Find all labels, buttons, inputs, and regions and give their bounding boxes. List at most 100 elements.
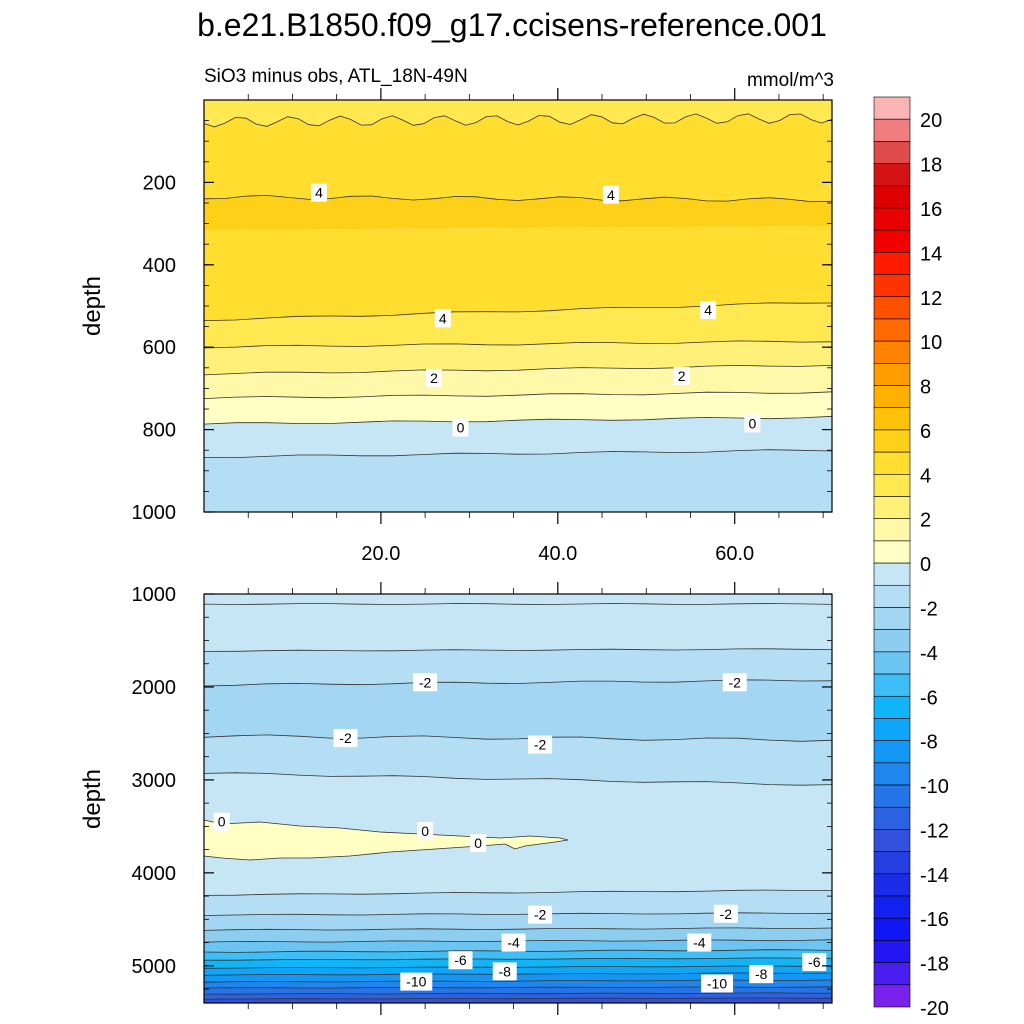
contour-label-box	[492, 962, 517, 981]
contour-label: 2	[430, 370, 438, 386]
colorbar-box	[873, 407, 911, 431]
contour-line	[203, 927, 833, 931]
x-tick-label: 40.0	[538, 543, 577, 565]
contour-band	[204, 594, 832, 605]
colorbar-box	[873, 784, 911, 808]
contour-label: -2	[728, 674, 741, 690]
contour-band	[204, 949, 832, 961]
contour-line	[203, 603, 833, 605]
colorbar-box	[873, 851, 911, 875]
colorbar-box	[873, 940, 911, 963]
contour-band	[204, 302, 832, 348]
colorbar-box	[873, 740, 911, 764]
y-axis-label-lower: depth	[79, 769, 106, 829]
contour-label: -2	[534, 737, 547, 753]
contour-label: -10	[707, 975, 727, 991]
contour-line	[203, 449, 833, 459]
contour-line	[203, 364, 833, 376]
colorbar-label: 14	[920, 243, 942, 265]
chart-title: b.e21.B1850.f09_g17.ccisens-reference.00…	[197, 7, 827, 43]
contour-label-box	[602, 185, 619, 204]
contour-label-box	[749, 965, 774, 984]
colorbar-box	[873, 385, 911, 409]
contour-line	[203, 648, 833, 652]
colorbar-box	[873, 363, 911, 386]
contour-band	[204, 113, 832, 202]
contour-line	[203, 734, 833, 742]
colorbar-box	[873, 895, 911, 919]
x-tick-label: 20.0	[361, 543, 400, 565]
contour-label: -8	[499, 963, 512, 979]
colorbar-label: 20	[920, 110, 942, 132]
contour-label: -10	[406, 974, 426, 990]
contour-line	[203, 997, 832, 1000]
contour-line	[203, 889, 832, 896]
y-tick-label: 5000	[132, 956, 177, 978]
contour-label: -2	[720, 906, 733, 922]
colorbar-label: -4	[920, 643, 938, 665]
colorbar-label: -20	[920, 998, 949, 1020]
contour-label-box	[673, 367, 690, 386]
subtitle-left: SiO3 minus obs, ATL_18N-49N	[204, 66, 468, 87]
colorbar-box	[873, 917, 911, 941]
colorbar-label: -10	[920, 776, 949, 798]
contour-label-box	[528, 735, 553, 754]
colorbar-box	[873, 873, 911, 897]
colorbar-box	[873, 584, 911, 608]
subtitle-right: mmol/m^3	[747, 70, 834, 91]
colorbar-box	[873, 96, 911, 120]
contour-label-box	[333, 729, 358, 748]
y-tick-label: 3000	[132, 770, 177, 792]
contour-label: -8	[755, 966, 768, 982]
colorbar-label: -18	[920, 954, 949, 976]
colorbar-box	[873, 118, 911, 142]
colorbar-box	[873, 562, 911, 586]
colorbar-box	[873, 518, 911, 542]
contour-label: -4	[693, 935, 706, 951]
contour-label: 4	[607, 187, 615, 203]
colorbar-label: 2	[920, 510, 931, 532]
colorbar-box	[873, 340, 911, 364]
contour-band	[204, 449, 832, 512]
x-tick-label: 60.0	[715, 543, 754, 565]
contour-label: 4	[704, 302, 712, 318]
colorbar-label: 8	[920, 377, 931, 399]
colorbar-box	[873, 296, 911, 320]
colorbar-box	[873, 829, 911, 852]
colorbar-label: -12	[920, 820, 949, 842]
y-tick-label: 800	[143, 420, 176, 442]
y-tick-label: 1000	[132, 502, 177, 524]
contour-band	[204, 734, 832, 786]
colorbar-label: 16	[920, 199, 942, 221]
y-tick-label: 1000	[132, 584, 177, 606]
contour-band	[204, 912, 832, 931]
colorbar-label: -16	[920, 909, 949, 931]
contour-label-box	[701, 974, 734, 993]
y-tick-label: 2000	[132, 677, 177, 699]
contour-label-box	[400, 972, 433, 991]
colorbar-box	[873, 540, 911, 564]
contour-label: 0	[474, 835, 482, 851]
contour-label: 0	[748, 415, 756, 431]
colorbar-box	[873, 318, 911, 342]
contour-band	[204, 100, 832, 127]
contour-line	[203, 340, 833, 349]
colorbar-box	[873, 141, 911, 164]
contour-label-box	[425, 369, 442, 388]
contour-label-box	[417, 822, 434, 841]
contour-label: 0	[421, 823, 429, 839]
contour-band	[204, 957, 832, 969]
y-tick-label: 4000	[132, 863, 177, 885]
contour-label: -2	[419, 674, 432, 690]
contour-label: 0	[218, 814, 226, 830]
contour-band	[204, 226, 832, 321]
colorbar-label: -14	[920, 865, 949, 887]
contour-label-box	[700, 301, 717, 320]
contour-label-box	[413, 673, 438, 692]
contour-label: 2	[678, 368, 686, 384]
colorbar-box	[873, 984, 911, 1008]
contour-label-box	[434, 309, 451, 328]
colorbar-box	[873, 252, 911, 275]
colorbar-label: -6	[920, 687, 938, 709]
colorbar-box	[873, 718, 911, 741]
